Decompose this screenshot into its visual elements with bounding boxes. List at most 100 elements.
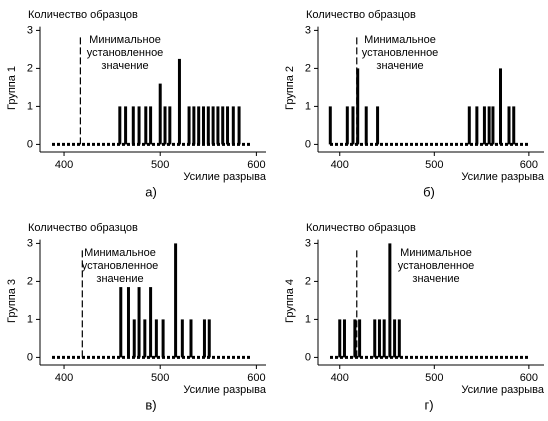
- bar: [149, 287, 153, 358]
- x-tick-label: 500: [151, 372, 169, 384]
- bar: [376, 106, 380, 145]
- y-tick-label: 0: [27, 138, 33, 150]
- bar: [149, 106, 153, 145]
- group-label: Группа 1: [6, 66, 18, 110]
- bar: [174, 243, 178, 358]
- bar: [507, 106, 511, 145]
- bar: [206, 106, 210, 145]
- bar: [491, 106, 495, 145]
- bar: [467, 106, 471, 145]
- y-tick-label: 2: [305, 62, 311, 74]
- bar: [364, 106, 368, 145]
- x-axis-title: Усилие разрыва: [183, 384, 267, 396]
- x-axis-title: Усилие разрыва: [461, 384, 545, 396]
- annotation: Минимальное: [84, 247, 156, 259]
- bar: [197, 106, 201, 145]
- y-tick-label: 3: [27, 237, 33, 249]
- annotation: значение: [96, 273, 143, 285]
- y-tick-label: 1: [305, 313, 311, 325]
- annotation: Минимальное: [364, 34, 436, 46]
- y-tick-label: 1: [305, 100, 311, 112]
- x-tick-label: 500: [151, 159, 169, 171]
- y-tick-label: 3: [27, 24, 33, 36]
- bar: [382, 319, 386, 358]
- bar: [143, 319, 147, 358]
- bar: [207, 319, 211, 358]
- x-tick-label: 400: [55, 159, 73, 171]
- x-tick-label: 400: [331, 159, 349, 171]
- bar: [132, 319, 136, 358]
- y-axis-title: Количество образцов: [28, 9, 138, 21]
- bar: [211, 106, 215, 145]
- x-axis-title: Усилие разрыва: [461, 171, 545, 183]
- bar: [345, 106, 349, 145]
- y-tick-label: 2: [27, 275, 33, 287]
- bar: [163, 106, 167, 145]
- group-label: Группа 2: [284, 66, 296, 110]
- bar: [192, 106, 196, 145]
- bar: [158, 83, 162, 145]
- bar: [168, 106, 172, 145]
- bar: [202, 319, 206, 358]
- bar: [137, 287, 141, 358]
- bar: [161, 319, 165, 358]
- y-axis-title: Количество образцов: [306, 222, 416, 234]
- group-label: Группа 3: [6, 279, 18, 323]
- bar: [338, 319, 342, 358]
- annotation: установленное: [362, 47, 439, 59]
- annotation: установленное: [82, 260, 159, 272]
- group-label: Группа 4: [284, 279, 296, 323]
- bar: [177, 58, 181, 145]
- y-tick-label: 0: [305, 138, 311, 150]
- x-axis-title: Усилие разрыва: [183, 171, 267, 183]
- bar: [353, 319, 357, 358]
- y-tick-label: 2: [27, 62, 33, 74]
- bar: [377, 319, 381, 358]
- y-tick-label: 3: [305, 237, 311, 249]
- y-tick-label: 3: [305, 24, 311, 36]
- y-tick-label: 2: [305, 275, 311, 287]
- bar: [393, 319, 397, 358]
- x-tick-label: 400: [55, 372, 73, 384]
- bar: [351, 106, 355, 145]
- bar: [487, 106, 491, 145]
- panel-label: г): [424, 397, 433, 412]
- panel-label: в): [145, 397, 156, 412]
- bar: [388, 243, 392, 358]
- bar: [499, 68, 503, 145]
- y-tick-label: 1: [27, 313, 33, 325]
- bar: [482, 106, 486, 145]
- bar: [126, 287, 130, 358]
- panel: Количество образцов Группа 2 Усилие разрыв…: [284, 9, 545, 200]
- bar: [231, 106, 235, 145]
- y-tick-label: 0: [27, 351, 33, 363]
- x-tick-label: 600: [247, 159, 265, 171]
- bar: [137, 106, 141, 145]
- annotation: Минимальное: [400, 247, 472, 259]
- bar: [189, 319, 193, 358]
- y-axis-title: Количество образцов: [28, 222, 138, 234]
- bar: [124, 106, 128, 145]
- panel: Количество образцов Группа 1 Усилие разрыв…: [6, 9, 267, 200]
- x-tick-label: 500: [425, 372, 443, 384]
- x-tick-label: 500: [425, 159, 443, 171]
- panel-label: б): [423, 184, 435, 199]
- bar: [397, 319, 401, 358]
- bar: [119, 287, 123, 358]
- bar: [131, 106, 135, 145]
- bar: [187, 106, 191, 145]
- bar: [144, 106, 148, 145]
- bar: [512, 106, 516, 145]
- y-tick-label: 0: [305, 351, 311, 363]
- annotation: установленное: [87, 47, 164, 59]
- panel-label: а): [145, 184, 157, 199]
- bar: [358, 319, 362, 358]
- panel: Количество образцов Группа 4 Усилие разрыв…: [284, 222, 545, 413]
- x-tick-label: 400: [331, 372, 349, 384]
- bar: [356, 68, 360, 145]
- y-tick-label: 1: [27, 100, 33, 112]
- annotation: установленное: [398, 260, 475, 272]
- x-tick-label: 600: [520, 159, 538, 171]
- annotation: значение: [101, 60, 148, 72]
